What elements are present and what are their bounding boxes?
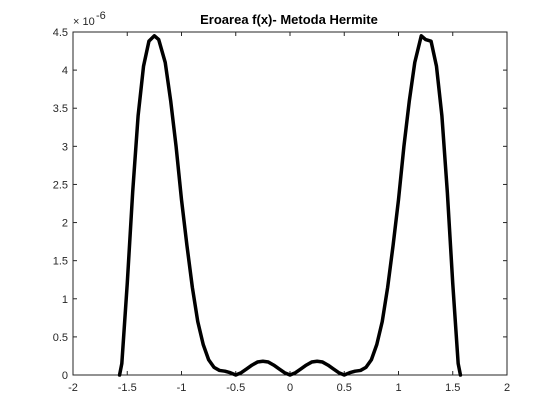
y-tick-label: 3.5	[53, 103, 68, 115]
x-tick-label: -1.5	[118, 382, 137, 394]
y-axis: 0 0.5 1 1.5 2 2.5 3 3.5 4 4.5	[53, 27, 507, 382]
y-tick-label: 1	[62, 294, 68, 306]
x-tick-label: -0.5	[226, 382, 245, 394]
x-tick-label: -1	[177, 382, 187, 394]
y-tick-label: 0	[62, 370, 68, 382]
x-tick-label: -2	[68, 382, 78, 394]
x-tick-label: 1.5	[445, 382, 460, 394]
y-tick-label: 4.5	[53, 27, 68, 39]
y-tick-label: 2	[62, 218, 68, 230]
y-tick-label: 4	[62, 65, 68, 77]
x-axis: -2 -1.5 -1 -0.5 0 0.5 1 1.5 2	[68, 32, 510, 394]
y-tick-label: 1.5	[53, 256, 68, 268]
x-tick-label: 0	[287, 382, 293, 394]
error-curve	[117, 34, 463, 377]
y-tick-label: 2.5	[53, 179, 68, 191]
chart-title: Eroarea f(x)- Metoda Hermite	[200, 12, 378, 27]
y-exponent-power: -6	[96, 10, 106, 22]
y-exponent-base: × 10	[73, 16, 95, 28]
x-tick-label: 0.5	[337, 382, 352, 394]
x-tick-label: 1	[395, 382, 401, 394]
y-tick-label: 3	[62, 141, 68, 153]
axes-box	[72, 31, 508, 376]
x-tick-label: 2	[504, 382, 510, 394]
y-tick-label: 0.5	[53, 332, 68, 344]
y-exponent-label: × 10 -6	[73, 10, 106, 28]
